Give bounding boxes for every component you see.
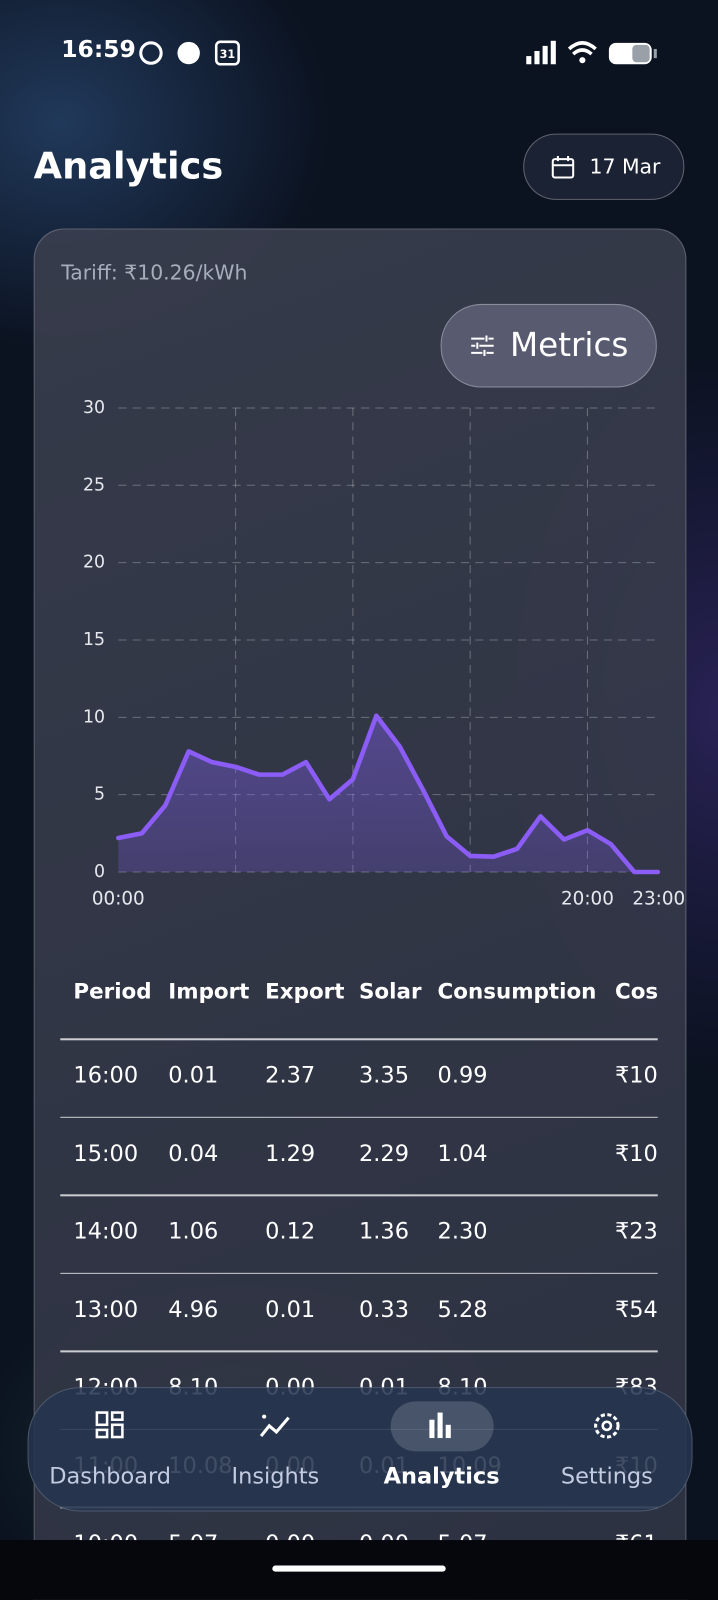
- status-icons-right: [526, 40, 657, 65]
- nav-item[interactable]: Dashboard: [49, 1464, 172, 1490]
- table-cell: ₹54: [614, 1297, 658, 1323]
- table-cell: 15:00: [73, 1141, 139, 1167]
- home-indicator: [272, 1565, 446, 1572]
- calendar-icon: [551, 156, 575, 179]
- x-tick-label: 00:00: [92, 889, 145, 910]
- y-tick-label: 25: [83, 475, 105, 495]
- table-cell: 2.37: [265, 1063, 316, 1089]
- nav-item[interactable]: Insights: [231, 1464, 320, 1490]
- x-tick-label: 23:00: [632, 889, 685, 910]
- table-cell: 0.33: [359, 1297, 409, 1323]
- column-header: Consumption: [437, 979, 597, 1004]
- table-cell: ₹10: [614, 1063, 658, 1089]
- date-label: 17 Mar: [589, 154, 661, 179]
- y-tick-label: 20: [83, 553, 105, 573]
- table-cell: 0.01: [265, 1297, 316, 1323]
- metrics-label: Metrics: [509, 325, 629, 365]
- table-cell: 1.36: [359, 1219, 409, 1245]
- table-cell: 1.29: [265, 1141, 316, 1167]
- status-time: 16:59: [61, 36, 136, 64]
- calendar-day: 31: [220, 48, 236, 61]
- table-cell: ₹10: [614, 1141, 658, 1167]
- table-cell: 13:00: [73, 1297, 139, 1323]
- row-separator: [60, 1194, 658, 1196]
- table-cell: 14:00: [73, 1219, 139, 1245]
- tune-icon: [471, 335, 494, 356]
- table-cell: 0.04: [168, 1141, 219, 1167]
- table-cell: 1.06: [168, 1219, 219, 1245]
- table-cell: 0.99: [437, 1063, 488, 1089]
- bottom-nav: [27, 1387, 693, 1512]
- table-cell: 2.30: [437, 1219, 488, 1245]
- table-cell: 1.04: [437, 1141, 488, 1167]
- analytics-card: [33, 228, 687, 1600]
- y-tick-label: 10: [83, 707, 105, 727]
- table-cell: 0.01: [168, 1063, 219, 1089]
- column-header: Period: [73, 979, 152, 1004]
- y-tick-label: 15: [83, 630, 105, 650]
- table-cell: ₹23: [614, 1219, 658, 1245]
- date-button[interactable]: 17 Mar: [523, 133, 685, 200]
- page-title: Analytics: [33, 145, 224, 188]
- column-header: Solar: [359, 979, 422, 1004]
- column-header: Cos: [614, 979, 658, 1004]
- chart: 0 5 10 15 20 25 30 00:00 20:00 23:00: [83, 398, 685, 910]
- column-header: Export: [265, 979, 345, 1004]
- table-cell: 16:00: [73, 1063, 139, 1089]
- table-cell: 2.29: [359, 1141, 409, 1167]
- x-tick-label: 20:00: [561, 889, 614, 910]
- tariff: Tariff: ₹10.26/kWh: [61, 260, 248, 285]
- table-cell: 3.35: [359, 1063, 409, 1089]
- table-cell: 5.28: [437, 1297, 488, 1323]
- row-separator: [60, 1116, 658, 1118]
- column-header: Import: [168, 979, 250, 1004]
- row-separator: [60, 1038, 658, 1040]
- row-separator: [60, 1350, 658, 1352]
- table-cell: 0.12: [265, 1219, 316, 1245]
- nav-item[interactable]: Analytics: [383, 1464, 500, 1490]
- metrics-button[interactable]: Metrics: [440, 303, 657, 388]
- row-separator: [60, 1272, 658, 1274]
- table-cell: 4.96: [168, 1297, 219, 1323]
- y-tick-label: 5: [94, 785, 105, 805]
- nav-item[interactable]: Settings: [560, 1464, 653, 1490]
- nav-icons: [95, 1411, 620, 1439]
- status-icons-left: 31: [139, 40, 240, 66]
- y-tick-label: 0: [94, 862, 105, 882]
- y-tick-label: 30: [83, 398, 105, 418]
- line-area: [118, 715, 658, 873]
- line: [116, 713, 661, 875]
